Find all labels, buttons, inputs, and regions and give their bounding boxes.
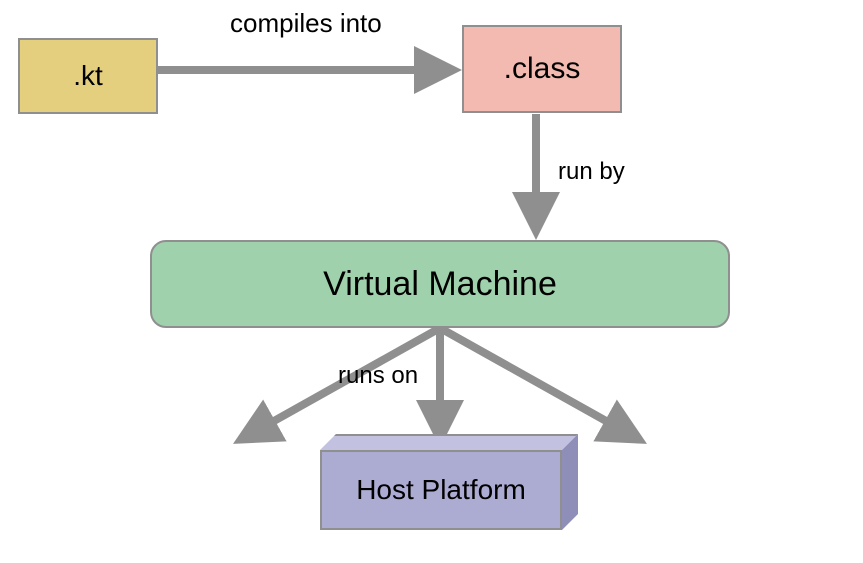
- node-class: .class: [462, 25, 622, 113]
- host-top-face: [320, 434, 578, 450]
- edge-runs-right: [440, 328, 640, 440]
- node-host-3d: Host Platform: [320, 434, 578, 530]
- label-runs-on: runs on: [338, 362, 418, 390]
- node-host-label: Host Platform: [356, 474, 526, 506]
- node-vm-label: Virtual Machine: [323, 265, 557, 304]
- label-compiles: compiles into: [230, 8, 382, 39]
- node-kt: .kt: [18, 38, 158, 114]
- node-host: Host Platform: [320, 450, 562, 530]
- node-class-label: .class: [504, 52, 581, 86]
- node-vm: Virtual Machine: [150, 240, 730, 328]
- node-kt-label: .kt: [73, 60, 103, 92]
- label-runby: run by: [558, 158, 625, 186]
- host-side-face: [562, 434, 578, 530]
